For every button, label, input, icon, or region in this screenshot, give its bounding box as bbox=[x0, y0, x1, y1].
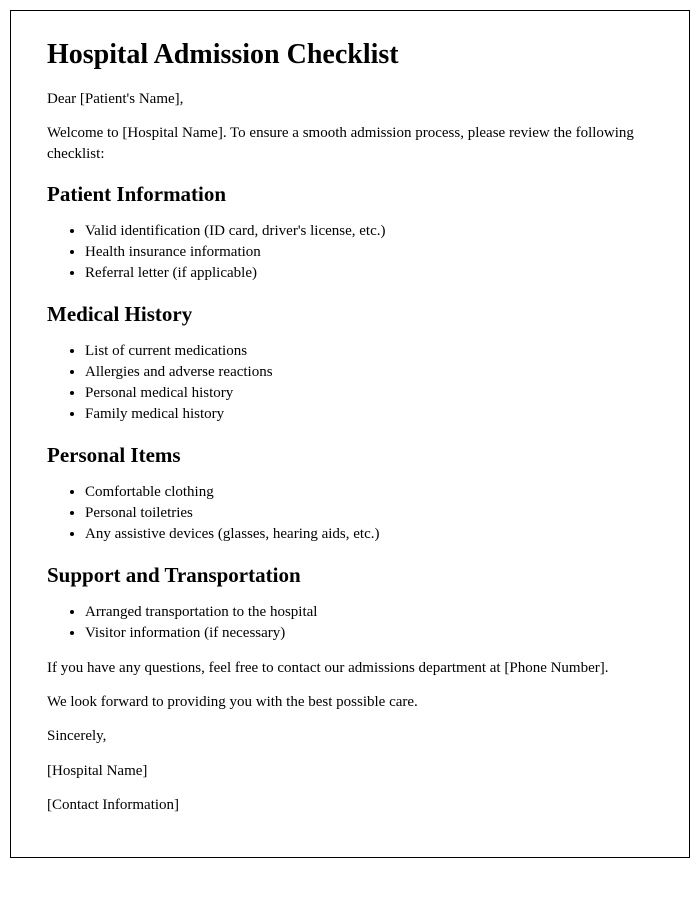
sender-contact-text: [Contact Information] bbox=[47, 795, 653, 815]
section-list: Valid identification (ID card, driver's … bbox=[85, 221, 653, 284]
section-list: Comfortable clothing Personal toiletries… bbox=[85, 482, 653, 545]
section-heading: Medical History bbox=[47, 302, 653, 327]
list-item: Arranged transportation to the hospital bbox=[85, 602, 653, 623]
section-heading: Patient Information bbox=[47, 182, 653, 207]
document-container: Hospital Admission Checklist Dear [Patie… bbox=[10, 10, 690, 858]
greeting-text: Dear [Patient's Name], bbox=[47, 89, 653, 109]
list-item: Visitor information (if necessary) bbox=[85, 623, 653, 644]
list-item: List of current medications bbox=[85, 341, 653, 362]
list-item: Personal medical history bbox=[85, 383, 653, 404]
section-heading: Personal Items bbox=[47, 443, 653, 468]
list-item: Allergies and adverse reactions bbox=[85, 362, 653, 383]
document-title: Hospital Admission Checklist bbox=[47, 39, 653, 71]
list-item: Referral letter (if applicable) bbox=[85, 263, 653, 284]
intro-text: Welcome to [Hospital Name]. To ensure a … bbox=[47, 123, 653, 164]
signoff-text: Sincerely, bbox=[47, 726, 653, 746]
list-item: Comfortable clothing bbox=[85, 482, 653, 503]
list-item: Family medical history bbox=[85, 404, 653, 425]
closing-contact-text: If you have any questions, feel free to … bbox=[47, 658, 653, 678]
list-item: Any assistive devices (glasses, hearing … bbox=[85, 524, 653, 545]
closing-care-text: We look forward to providing you with th… bbox=[47, 692, 653, 712]
section-list: Arranged transportation to the hospital … bbox=[85, 602, 653, 644]
list-item: Health insurance information bbox=[85, 242, 653, 263]
section-list: List of current medications Allergies an… bbox=[85, 341, 653, 425]
sender-name-text: [Hospital Name] bbox=[47, 761, 653, 781]
list-item: Valid identification (ID card, driver's … bbox=[85, 221, 653, 242]
section-heading: Support and Transportation bbox=[47, 563, 653, 588]
list-item: Personal toiletries bbox=[85, 503, 653, 524]
